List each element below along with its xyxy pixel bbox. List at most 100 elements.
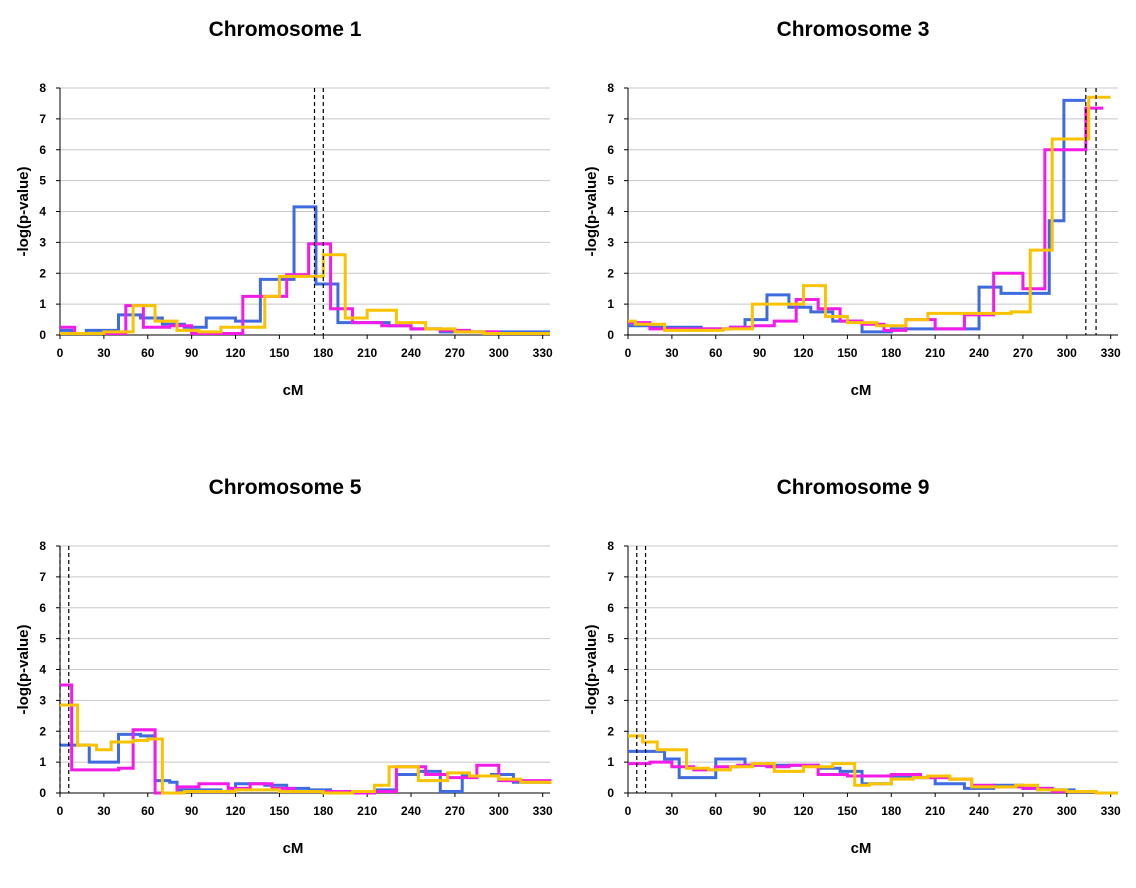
- y-tick-label: 3: [39, 693, 46, 707]
- y-tick-label: 6: [607, 143, 614, 157]
- y-tick-label: 2: [39, 724, 46, 738]
- x-tick-label: 270: [445, 804, 465, 818]
- y-tick-label: 2: [607, 724, 614, 738]
- chart-panel: Chromosome 1 0 1 2 3 4 5 6 7 8 0 30 60 90 120 150 180 210…: [0, 0, 568, 430]
- x-tick-label: 0: [625, 346, 632, 360]
- x-tick-label: 330: [533, 346, 553, 360]
- y-tick-label: 5: [39, 632, 46, 646]
- x-tick-label: 90: [753, 804, 767, 818]
- x-tick-label: 270: [1013, 346, 1033, 360]
- series-line-blue: [628, 98, 1086, 334]
- y-tick-label: 8: [607, 81, 614, 95]
- x-tick-label: 330: [1101, 346, 1121, 360]
- y-tick-label: 2: [607, 266, 614, 280]
- y-tick-label: 6: [39, 143, 46, 157]
- chart-chromosome-9: Chromosome 9 0 1 2 3 4 5 6 7 8 0 30 60 90 120 150 180 210…: [583, 476, 1121, 857]
- chart-title: Chromosome 5: [209, 476, 362, 499]
- x-tick-label: 60: [709, 346, 723, 360]
- x-tick-label: 60: [709, 804, 723, 818]
- chart-title: Chromosome 3: [777, 18, 930, 41]
- x-tick-label: 120: [226, 346, 246, 360]
- x-tick-label: 330: [1101, 804, 1121, 818]
- y-axis-label: -log(p-value): [583, 625, 600, 715]
- x-tick-label: 30: [665, 346, 679, 360]
- y-tick-label: 8: [39, 539, 46, 553]
- y-axis-label: -log(p-value): [15, 625, 32, 715]
- series-line-yellow: [628, 95, 1111, 332]
- y-tick-label: 4: [39, 663, 46, 677]
- x-tick-label: 270: [1013, 804, 1033, 818]
- chart-panel: Chromosome 9 0 1 2 3 4 5 6 7 8 0 30 60 90 120 150 180 210…: [568, 458, 1136, 888]
- x-tick-label: 210: [357, 346, 377, 360]
- x-tick-label: 180: [313, 346, 333, 360]
- y-tick-label: 3: [39, 235, 46, 249]
- y-tick-label: 0: [607, 786, 614, 800]
- chart-title: Chromosome 9: [777, 476, 930, 499]
- x-tick-label: 300: [1057, 804, 1077, 818]
- x-tick-label: 120: [794, 804, 814, 818]
- y-tick-label: 3: [607, 235, 614, 249]
- y-tick-label: 3: [607, 693, 614, 707]
- x-tick-label: 300: [489, 804, 509, 818]
- x-tick-label: 240: [969, 346, 989, 360]
- x-tick-label: 180: [881, 346, 901, 360]
- x-tick-label: 240: [401, 804, 421, 818]
- y-axis-label: -log(p-value): [583, 167, 600, 257]
- x-tick-label: 90: [185, 346, 199, 360]
- y-axis-label: -log(p-value): [15, 167, 32, 257]
- x-tick-label: 0: [57, 804, 64, 818]
- x-tick-label: 120: [226, 804, 246, 818]
- x-tick-label: 0: [57, 346, 64, 360]
- x-tick-label: 210: [925, 804, 945, 818]
- x-tick-label: 150: [837, 346, 857, 360]
- x-tick-label: 150: [269, 346, 289, 360]
- x-tick-label: 300: [489, 346, 509, 360]
- chart-chromosome-3: Chromosome 3 0 1 2 3 4 5 6 7 8 0 30 60 90 120 150 180 210…: [583, 18, 1121, 399]
- x-tick-label: 30: [97, 346, 111, 360]
- y-tick-label: 4: [607, 663, 614, 677]
- x-tick-label: 180: [881, 804, 901, 818]
- x-tick-label: 0: [625, 804, 632, 818]
- series-line-yellow: [60, 253, 550, 335]
- x-tick-label: 150: [837, 804, 857, 818]
- x-tick-label: 270: [445, 346, 465, 360]
- chart-title: Chromosome 1: [209, 18, 362, 41]
- x-axis-label: cM: [283, 840, 304, 857]
- y-tick-label: 7: [39, 570, 46, 584]
- y-tick-label: 0: [39, 328, 46, 342]
- y-tick-label: 1: [39, 297, 46, 311]
- x-tick-label: 60: [141, 804, 155, 818]
- series-line-magenta: [628, 106, 1104, 332]
- x-tick-label: 30: [97, 804, 111, 818]
- x-tick-label: 150: [269, 804, 289, 818]
- y-tick-label: 8: [39, 81, 46, 95]
- series-line-yellow: [60, 703, 552, 795]
- x-tick-label: 330: [533, 804, 553, 818]
- y-tick-label: 0: [607, 328, 614, 342]
- x-axis-label: cM: [851, 382, 872, 399]
- y-tick-label: 4: [39, 205, 46, 219]
- y-tick-label: 7: [607, 570, 614, 584]
- y-tick-label: 5: [39, 174, 46, 188]
- y-tick-label: 1: [39, 755, 46, 769]
- x-tick-label: 180: [313, 804, 333, 818]
- y-tick-label: 7: [607, 112, 614, 126]
- y-tick-label: 4: [607, 205, 614, 219]
- x-tick-label: 240: [969, 804, 989, 818]
- chart-panel: Chromosome 3 0 1 2 3 4 5 6 7 8 0 30 60 90 120 150 180 210…: [568, 0, 1136, 430]
- x-tick-label: 30: [665, 804, 679, 818]
- series-line-yellow: [628, 734, 1118, 795]
- y-tick-label: 2: [39, 266, 46, 280]
- y-tick-label: 6: [39, 601, 46, 615]
- y-tick-label: 1: [607, 755, 614, 769]
- y-tick-label: 6: [607, 601, 614, 615]
- x-tick-label: 90: [185, 804, 199, 818]
- x-tick-label: 60: [141, 346, 155, 360]
- x-axis-label: cM: [851, 840, 872, 857]
- y-tick-label: 8: [607, 539, 614, 553]
- chart-chromosome-5: Chromosome 5 0 1 2 3 4 5 6 7 8 0 30 60 90 120 150 180 210…: [15, 476, 553, 857]
- y-tick-label: 1: [607, 297, 614, 311]
- y-tick-label: 5: [607, 632, 614, 646]
- x-tick-label: 300: [1057, 346, 1077, 360]
- x-tick-label: 90: [753, 346, 767, 360]
